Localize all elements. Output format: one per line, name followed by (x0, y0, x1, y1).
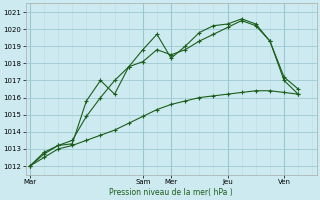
X-axis label: Pression niveau de la mer( hPa ): Pression niveau de la mer( hPa ) (109, 188, 233, 197)
